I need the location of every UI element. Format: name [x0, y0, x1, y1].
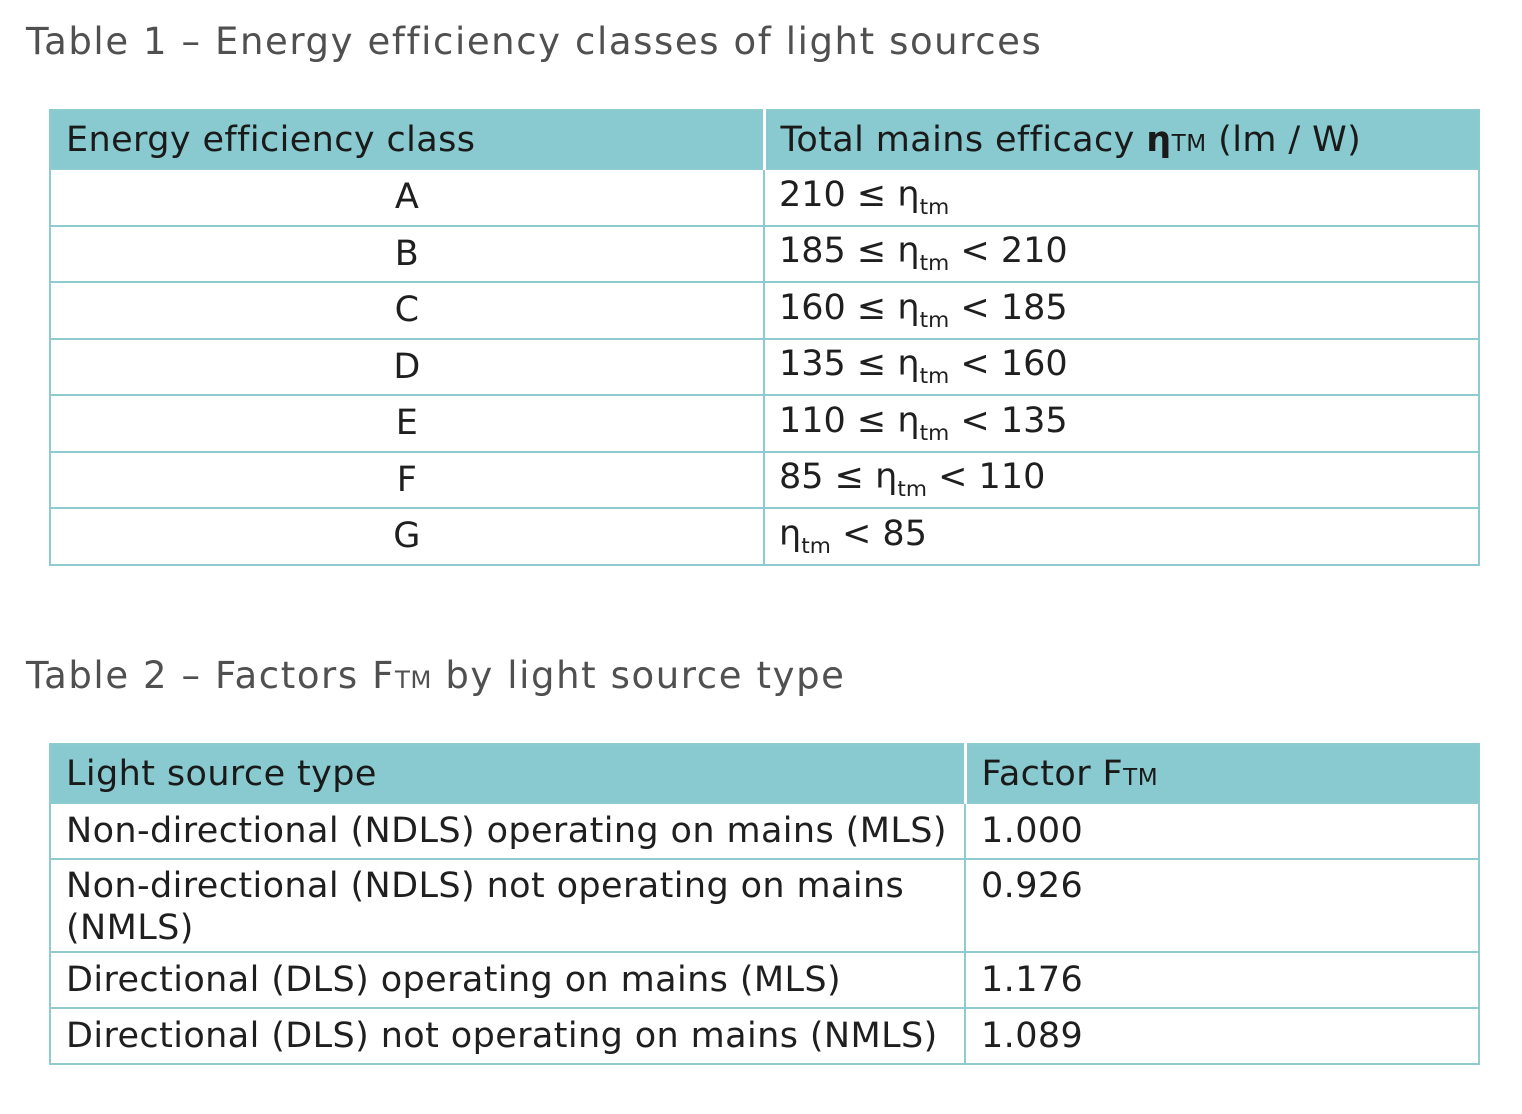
energy-class-cell: E [49, 394, 765, 453]
efficacy-range-cell: 185 ≤ ηtm < 210 [763, 224, 1480, 283]
table-row: A 210 ≤ ηtm [49, 168, 1480, 227]
header-energy-efficiency-class: Energy efficiency class [49, 109, 765, 170]
efficacy-range-cell: ηtm < 85 [763, 507, 1480, 566]
energy-class-cell: G [49, 507, 765, 566]
table2-caption: Table 2 – Factors FTM by light source ty… [26, 654, 846, 697]
efficacy-range-cell: 85 ≤ ηtm < 110 [763, 450, 1480, 509]
range-lower: 210 ≤ [779, 174, 887, 215]
factor-cell: 1.000 [964, 802, 1480, 860]
table1-caption: Table 1 – Energy efficiency classes of l… [26, 20, 1043, 63]
eta-subscript: tm [919, 194, 950, 220]
eta-symbol: η [897, 174, 920, 215]
header-efficacy-unit: (lm / W) [1218, 119, 1362, 160]
table-row: Non-directional (NDLS) operating on main… [49, 802, 1480, 860]
light-source-type-cell: Directional (DLS) not operating on mains… [49, 1007, 966, 1065]
range-lower: 160 ≤ [779, 287, 887, 328]
eta-symbol: η [897, 231, 920, 272]
table-row: Non-directional (NDLS) not operating on … [49, 858, 1480, 953]
range-upper: < 160 [960, 344, 1068, 385]
eta-subscript: tm [919, 364, 950, 390]
table2-caption-subscript: TM [394, 665, 432, 694]
table-row: Directional (DLS) operating on mains (ML… [49, 951, 1480, 1009]
eta-subscript: tm [919, 251, 950, 277]
efficacy-range-cell: 160 ≤ ηtm < 185 [763, 281, 1480, 340]
eta-subscript: tm [919, 307, 950, 333]
header-eta-symbol: η [1146, 119, 1172, 160]
range-upper: < 85 [841, 513, 927, 554]
header-factor-prefix: Factor F [981, 753, 1124, 794]
table-row: F 85 ≤ ηtm < 110 [49, 450, 1480, 509]
factor-cell: 0.926 [964, 858, 1480, 953]
table-row: G ηtm < 85 [49, 507, 1480, 566]
table-row: E 110 ≤ ηtm < 135 [49, 394, 1480, 453]
energy-class-cell: F [49, 450, 765, 509]
energy-class-cell: D [49, 337, 765, 396]
table1-header-row: Energy efficiency class Total mains effi… [49, 109, 1480, 170]
range-lower: 135 ≤ [779, 344, 887, 385]
factor-cell: 1.089 [964, 1007, 1480, 1065]
eta-symbol: η [897, 287, 920, 328]
eta-subscript: tm [801, 533, 831, 559]
light-source-type-cell: Non-directional (NDLS) operating on main… [49, 802, 966, 860]
efficacy-range-cell: 110 ≤ ηtm < 135 [763, 394, 1480, 453]
range-upper: < 135 [960, 400, 1068, 441]
eta-subscript: tm [919, 420, 950, 446]
eta-symbol: η [897, 344, 920, 385]
range-lower: 185 ≤ [779, 231, 887, 272]
header-total-mains-efficacy: Total mains efficacy ηTM (lm / W) [762, 109, 1480, 170]
range-upper: < 185 [960, 287, 1068, 328]
eta-symbol: η [875, 457, 898, 498]
table-row: B 185 ≤ ηtm < 210 [49, 224, 1480, 283]
header-eta-subscript: TM [1171, 130, 1207, 157]
table2-header-row: Light source type Factor FTM [49, 743, 1480, 804]
table2-caption-prefix: Table 2 – Factors F [26, 654, 395, 697]
header-factor-ftm: Factor FTM [963, 743, 1480, 804]
header-factor-subscript: TM [1123, 764, 1159, 791]
table-row: Directional (DLS) not operating on mains… [49, 1007, 1480, 1065]
eta-symbol: η [897, 400, 920, 441]
table-row: C 160 ≤ ηtm < 185 [49, 281, 1480, 340]
header-efficacy-prefix: Total mains efficacy [780, 119, 1135, 160]
table-row: D 135 ≤ ηtm < 160 [49, 337, 1480, 396]
light-source-type-cell: Directional (DLS) operating on mains (ML… [49, 951, 966, 1009]
header-light-source-type: Light source type [49, 743, 966, 804]
efficacy-range-cell: 210 ≤ ηtm [763, 168, 1480, 227]
range-lower: 110 ≤ [779, 400, 887, 441]
efficacy-range-cell: 135 ≤ ηtm < 160 [763, 337, 1480, 396]
energy-class-cell: B [49, 224, 765, 283]
factor-cell: 1.176 [964, 951, 1480, 1009]
range-upper: < 110 [938, 457, 1046, 498]
energy-class-cell: C [49, 281, 765, 340]
range-lower: 85 ≤ [779, 457, 864, 498]
eta-subscript: tm [897, 477, 927, 503]
energy-efficiency-classes-table: Energy efficiency class Total mains effi… [49, 109, 1480, 566]
eta-symbol: η [779, 513, 802, 554]
light-source-type-cell: Non-directional (NDLS) not operating on … [49, 858, 966, 953]
table2-caption-suffix: by light source type [445, 654, 846, 697]
ftm-factors-table: Light source type Factor FTM Non-directi… [49, 743, 1480, 1065]
energy-class-cell: A [49, 168, 765, 227]
range-upper: < 210 [960, 231, 1068, 272]
